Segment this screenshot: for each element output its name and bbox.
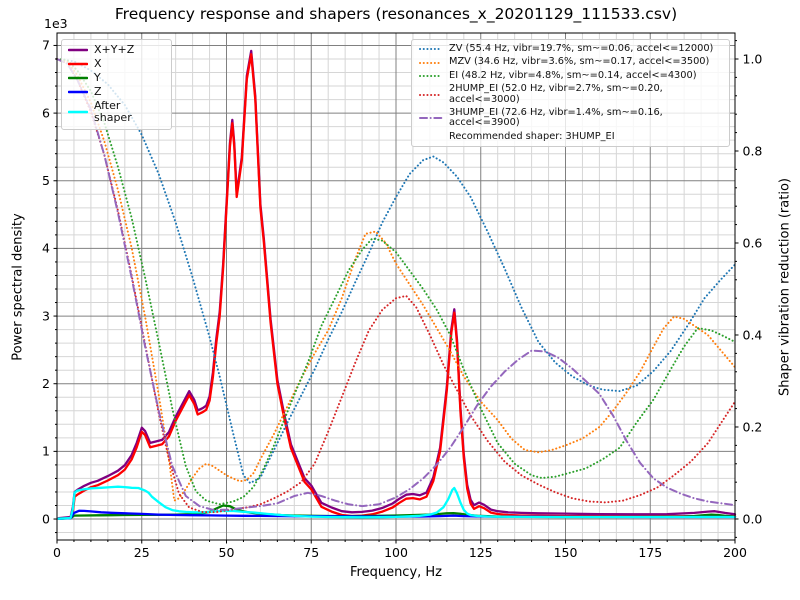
- legend-entry: X+Y+Z: [68, 43, 165, 56]
- y-left-tick-label: 4: [42, 241, 50, 256]
- legend-entry-label: After shaper: [94, 99, 132, 125]
- y-left-tick-label: 7: [42, 38, 50, 53]
- legend-line-sample: [68, 111, 88, 114]
- legend-line-sample: [419, 48, 443, 51]
- y-left-tick-label: 6: [42, 105, 50, 120]
- psd-series-after-shaper: [57, 485, 737, 520]
- legend-entry-label: Z: [94, 85, 102, 99]
- y-right-tick-label: 0.6: [743, 235, 763, 250]
- legend-entry: 3HUMP_EI (72.6 Hz, vibr=1.4%, sm~=0.16, …: [419, 108, 722, 129]
- legend-shapers: ZV (55.4 Hz, vibr=19.7%, sm~=0.06, accel…: [411, 39, 730, 148]
- x-tick-label: 150: [554, 545, 578, 560]
- y-right-tick-label: 0.4: [743, 327, 763, 342]
- legend-entry-label: 2HUMP_EI (52.0 Hz, vibr=2.7%, sm~=0.20, …: [449, 83, 663, 105]
- axes-spines-ticks: [53, 32, 739, 544]
- x-tick-label: 125: [469, 545, 493, 560]
- y-left-tick-label: 2: [42, 376, 50, 391]
- y-right-tick-label: 0.8: [743, 143, 763, 158]
- x-tick-label: 0: [53, 545, 61, 560]
- legend-entry-label: MZV (34.6 Hz, vibr=3.6%, sm~=0.17, accel…: [449, 56, 710, 68]
- y-left-tick-label: 0: [42, 511, 50, 526]
- x-tick-label: 175: [638, 545, 662, 560]
- legend-entry: EI (48.2 Hz, vibr=4.8%, sm~=0.14, accel<…: [419, 69, 722, 81]
- shaper-series-mzv: [56, 58, 736, 502]
- legend-entry-label: EI (48.2 Hz, vibr=4.8%, sm~=0.14, accel<…: [449, 69, 697, 81]
- y-axis-label-left: Power spectral density: [10, 213, 26, 361]
- x-axis-label: Frequency, Hz: [349, 565, 443, 580]
- tick-labels: 0 25 50 75 100 125 150 175 200 0 1 2 3 4 5 6 7 0.0 0.2 0.4 0…: [42, 38, 762, 560]
- legend-entry-label: X: [94, 57, 102, 71]
- shaper-series-ei: [56, 58, 736, 506]
- y-left-tick-label: 1: [42, 444, 50, 459]
- legend-entry: After shaper: [68, 100, 165, 124]
- y-axis-label-right: Shaper vibration reduction (ratio): [777, 178, 793, 396]
- legend-line-sample: [68, 48, 88, 52]
- legend-entry-label: Recommended shaper: 3HUMP_EI: [449, 130, 615, 142]
- legend-line-sample: [419, 61, 443, 64]
- y-axis-offset-label: 1e3: [44, 16, 68, 31]
- legend-sample-spacer: [419, 132, 443, 142]
- legend-line-sample: [68, 62, 88, 66]
- legend-entry: Z: [68, 86, 165, 98]
- x-tick-label: 100: [384, 545, 408, 560]
- legend-entry: ZV (55.4 Hz, vibr=19.7%, sm~=0.06, accel…: [419, 43, 722, 54]
- chart-title: Frequency response and shapers (resonanc…: [114, 5, 678, 23]
- x-tick-label: 75: [303, 545, 319, 560]
- legend-entry: 2HUMP_EI (52.0 Hz, vibr=2.7%, sm~=0.20, …: [419, 84, 722, 105]
- legend-entry: MZV (34.6 Hz, vibr=3.6%, sm~=0.17, accel…: [419, 57, 722, 67]
- legend-entry: Recommended shaper: 3HUMP_EI: [419, 130, 722, 142]
- legend-entry-label: 3HUMP_EI (72.6 Hz, vibr=1.4%, sm~=0.16, …: [449, 107, 663, 129]
- y-left-tick-label: 5: [42, 173, 50, 188]
- series-lines: [56, 49, 737, 520]
- psd-series-x: [57, 53, 737, 520]
- x-tick-label: 25: [134, 545, 150, 560]
- legend-entry: Y: [68, 72, 165, 84]
- legend-entry-label: ZV (55.4 Hz, vibr=19.7%, sm~=0.06, accel…: [449, 43, 714, 54]
- x-tick-label: 200: [723, 545, 747, 560]
- legend-psd: X+Y+Z X Y Z After shaper: [61, 39, 172, 130]
- x-tick-label: 50: [219, 545, 235, 560]
- y-left-tick-label: 3: [42, 308, 50, 323]
- y-right-tick-label: 0.0: [743, 511, 763, 526]
- shaper-series-3hump-ei: [56, 58, 736, 511]
- shaper-series-zv: [56, 58, 736, 485]
- legend-entry: X: [68, 57, 165, 71]
- y-right-tick-label: 0.2: [743, 419, 763, 434]
- legend-line-sample: [419, 93, 443, 96]
- legend-line-sample: [419, 75, 443, 78]
- legend-entry-label: Y: [94, 71, 101, 85]
- legend-line-sample: [419, 117, 443, 120]
- legend-line-sample: [68, 76, 88, 80]
- y-right-tick-label: 1.0: [743, 51, 763, 66]
- legend-line-sample: [68, 91, 88, 94]
- legend-entry-label: X+Y+Z: [94, 43, 135, 56]
